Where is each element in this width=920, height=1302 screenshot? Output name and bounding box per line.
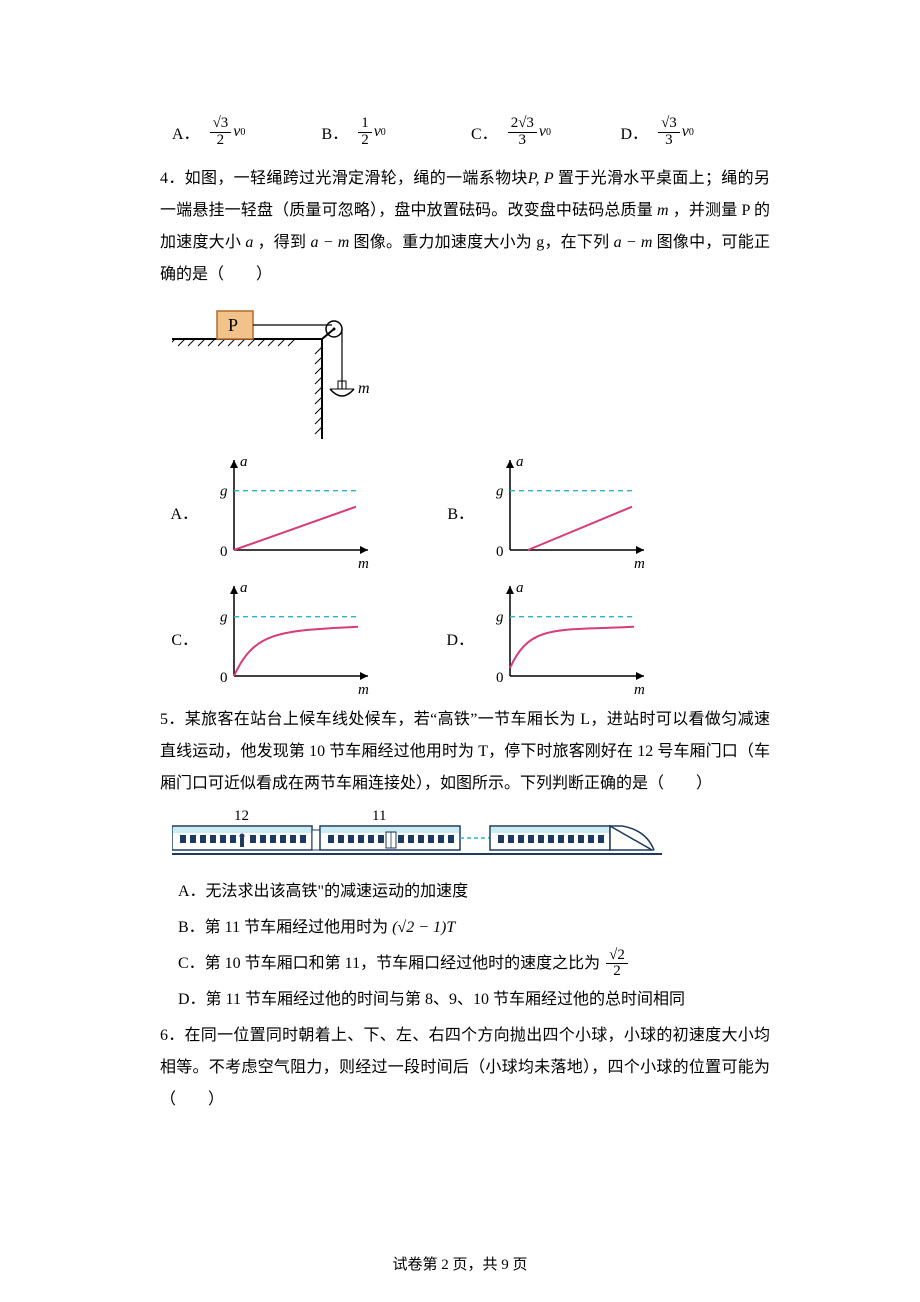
block-label: P [228, 315, 238, 335]
q3-option-A: A． √3 2 v0 [172, 116, 322, 149]
frac-num: 2√3 [508, 116, 537, 133]
text: 图像。重力加速度大小为 g，在下列 [349, 234, 613, 251]
frac-num: √3 [658, 116, 680, 133]
q3-option-B: B． 1 2 v0 [322, 116, 472, 149]
svg-text:m: m [358, 682, 369, 698]
q6-stem: 6．在同一位置同时朝着上、下、左、右四个方向抛出四个小球，小球的初速度大小均相等… [160, 1020, 770, 1116]
q3-option-C: C． 2√3 3 v0 [471, 116, 621, 149]
q4-chart-label-B: B． [446, 500, 482, 524]
sub-0: 0 [546, 127, 551, 138]
svg-text:g: g [220, 483, 228, 499]
svg-text:a: a [240, 454, 248, 470]
q4-chart-C: g 0 a m [206, 578, 376, 698]
svg-text:a: a [516, 454, 524, 470]
fraction: √3 3 [658, 116, 680, 149]
q4-chart-A: g 0 a m [206, 452, 376, 572]
frac-den: 3 [662, 133, 676, 149]
text: 4．如图，一轻绳跨过光滑定滑轮，绳的一端系物块 [160, 170, 528, 187]
q5-diagram: 12 11 [172, 808, 770, 868]
svg-text:0: 0 [220, 544, 228, 560]
q4-chart-label-C: C． [170, 626, 206, 650]
opt-letter: D． [621, 120, 649, 144]
svg-text:m: m [634, 682, 645, 698]
text: ，得到 [253, 234, 310, 251]
q5-option-A: A．无法求出该高铁"的减速运动的加速度 [178, 876, 770, 908]
q4-charts: A． g 0 a m B． g 0 a m [160, 452, 770, 698]
q5-option-D: D．第 11 节车厢经过他的时间与第 8、9、10 节车厢经过他的总时间相同 [178, 984, 770, 1016]
opt-letter: C． [471, 120, 498, 144]
car11-label: 11 [372, 808, 386, 824]
frac-num: 1 [358, 116, 372, 133]
var-v: v [233, 123, 240, 141]
var-am2: a − m [614, 234, 653, 251]
q3-option-row: A． √3 2 v0 B． 1 2 v0 C． 2√3 3 v0 D． [172, 116, 770, 149]
sub-0: 0 [689, 127, 694, 138]
q5-option-B: B．第 11 节车厢经过他用时为 (√2 − 1)T [178, 912, 770, 944]
svg-text:a: a [516, 580, 524, 596]
q4-stem: 4．如图，一轻绳跨过光滑定滑轮，绳的一端系物块P, P 置于光滑水平桌面上；绳的… [160, 163, 770, 291]
page-footer: 试卷第 2 页，共 9 页 [0, 1253, 920, 1274]
q5-option-C: C．第 10 节车厢口和第 11，节车厢口经过他时的速度之比为 √2 2 [178, 948, 770, 981]
frac-num: √2 [606, 948, 628, 965]
svg-text:g: g [496, 609, 504, 625]
opt-letter: A． [172, 120, 200, 144]
mass-label: m [358, 380, 370, 397]
text: B．第 11 节车厢经过他用时为 [178, 919, 388, 936]
svg-text:g: g [496, 483, 504, 499]
var-m: m [657, 202, 669, 219]
sub-0: 0 [381, 127, 386, 138]
var-P: P, P [528, 170, 554, 187]
q4-chart-label-D: D． [446, 626, 482, 650]
q4-diagram: P m [172, 299, 770, 444]
svg-text:m: m [634, 556, 645, 572]
var-v: v [374, 123, 381, 141]
svg-text:m: m [358, 556, 369, 572]
opt-letter: B． [322, 120, 349, 144]
svg-text:0: 0 [496, 670, 504, 686]
text: C．第 10 节车厢口和第 11，节车厢口经过他时的速度之比为 [178, 955, 600, 972]
svg-text:g: g [220, 609, 228, 625]
q4-chart-B: g 0 a m [482, 452, 652, 572]
fraction: √3 2 [210, 116, 232, 149]
var-v: v [539, 123, 546, 141]
frac-den: 2 [610, 964, 624, 980]
q4-chart-D: g 0 a m [482, 578, 652, 698]
frac-num: √3 [210, 116, 232, 133]
sub-0: 0 [240, 127, 245, 138]
q5-stem: 5．某旅客在站台上候车线处候车，若“高铁”一节车厢长为 L，进站时可以看做匀减速… [160, 704, 770, 800]
svg-text:0: 0 [220, 670, 228, 686]
car12-label: 12 [234, 808, 249, 824]
frac-den: 2 [214, 133, 228, 149]
svg-text:a: a [240, 580, 248, 596]
fraction: 1 2 [358, 116, 372, 149]
q3-option-D: D． √3 3 v0 [621, 116, 771, 149]
frac-den: 2 [358, 133, 372, 149]
var-am: a − m [310, 234, 349, 251]
frac-den: 3 [516, 133, 530, 149]
q4-chart-label-A: A． [170, 500, 206, 524]
svg-text:0: 0 [496, 544, 504, 560]
fraction: √2 2 [606, 948, 628, 981]
expr: (√2 − 1)T [392, 919, 455, 936]
fraction: 2√3 3 [508, 116, 537, 149]
var-v: v [682, 123, 689, 141]
